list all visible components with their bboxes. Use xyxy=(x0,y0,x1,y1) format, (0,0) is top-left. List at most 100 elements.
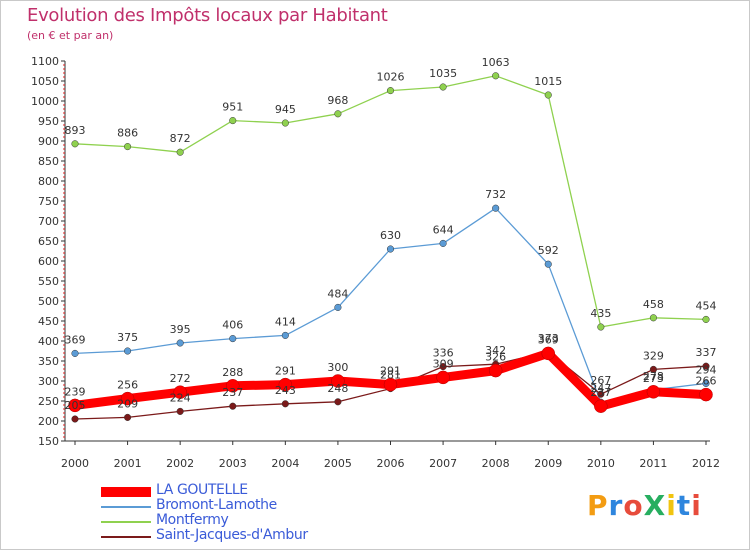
y-tick-label: 500 xyxy=(38,295,59,308)
data-label: 886 xyxy=(117,127,138,140)
data-label: 644 xyxy=(433,223,454,236)
legend-label: Bromont-Lamothe xyxy=(156,497,277,513)
data-label: 248 xyxy=(327,382,348,395)
data-point xyxy=(439,363,447,371)
chart-title: Evolution des Impôts locaux par Habitant xyxy=(27,5,388,26)
data-label: 1035 xyxy=(429,67,457,80)
data-label: 326 xyxy=(485,351,506,364)
y-tick-label: 250 xyxy=(38,395,59,408)
data-label: 224 xyxy=(170,391,191,404)
data-point xyxy=(229,402,237,410)
legend-label: Saint-Jacques-d'Ambur xyxy=(156,527,308,543)
y-tick-label: 200 xyxy=(38,415,59,428)
x-tick-label: 2004 xyxy=(271,457,299,470)
data-label: 273 xyxy=(643,372,664,385)
data-label: 454 xyxy=(696,299,717,312)
legend-swatch xyxy=(101,536,151,538)
y-tick-label: 950 xyxy=(38,115,59,128)
y-tick-label: 650 xyxy=(38,235,59,248)
data-point xyxy=(544,91,552,99)
data-label: 484 xyxy=(327,287,348,300)
data-label: 1015 xyxy=(534,75,562,88)
y-tick-label: 550 xyxy=(38,275,59,288)
y-tick-label: 750 xyxy=(38,195,59,208)
data-point xyxy=(594,399,608,413)
data-label: 945 xyxy=(275,103,296,116)
y-tick-label: 800 xyxy=(38,175,59,188)
legend-label: Montfermy xyxy=(156,512,229,528)
y-tick-label: 900 xyxy=(38,135,59,148)
data-point xyxy=(176,407,184,415)
data-label: 278 xyxy=(643,370,664,383)
data-label: 267 xyxy=(590,374,611,387)
data-point xyxy=(597,390,605,398)
data-point xyxy=(176,339,184,347)
series-line-2 xyxy=(74,75,707,328)
data-point xyxy=(544,260,552,268)
legend-swatch xyxy=(101,521,151,523)
y-tick-label: 300 xyxy=(38,375,59,388)
data-point xyxy=(702,362,710,370)
data-label: 291 xyxy=(275,365,296,378)
y-tick-label: 350 xyxy=(38,355,59,368)
legend-swatch xyxy=(101,506,151,508)
data-label: 237 xyxy=(590,386,611,399)
data-point xyxy=(334,110,342,118)
x-tick-label: 2009 xyxy=(534,457,562,470)
data-point xyxy=(176,148,184,156)
x-tick-label: 2006 xyxy=(377,457,405,470)
data-point xyxy=(229,335,237,343)
data-label: 369 xyxy=(65,333,86,346)
data-point xyxy=(646,385,661,399)
data-point xyxy=(124,413,132,421)
data-point xyxy=(71,415,79,423)
data-point xyxy=(386,245,395,253)
data-point xyxy=(334,398,342,406)
data-label: 336 xyxy=(433,347,454,360)
data-label: 872 xyxy=(170,132,191,145)
data-label: 369 xyxy=(538,333,559,346)
data-point xyxy=(68,398,82,413)
data-point xyxy=(699,387,713,402)
data-point xyxy=(649,314,657,322)
legend-swatch xyxy=(101,487,151,497)
x-tick-label: 2000 xyxy=(61,457,89,470)
data-point xyxy=(492,72,500,80)
data-point xyxy=(124,143,132,151)
x-tick-label: 2008 xyxy=(482,457,510,470)
data-label: 375 xyxy=(117,331,138,344)
y-tick-label: 400 xyxy=(38,335,59,348)
data-point xyxy=(439,83,447,91)
data-point xyxy=(386,87,395,95)
line-chart: 150 200 250 300 350 400 450 500 550 600 650 700 750 8… xyxy=(31,55,720,470)
data-label: 294 xyxy=(696,363,717,376)
data-point xyxy=(439,239,447,247)
y-tick-label: 1050 xyxy=(31,75,59,88)
data-label: 337 xyxy=(696,346,717,359)
data-label: 329 xyxy=(643,349,664,362)
data-point xyxy=(120,391,135,406)
x-tick-label: 2007 xyxy=(429,457,457,470)
y-tick-label: 450 xyxy=(38,315,59,328)
data-point xyxy=(71,140,79,148)
y-tick-label: 150 xyxy=(38,435,59,448)
data-label: 630 xyxy=(380,229,401,242)
data-point xyxy=(229,117,237,125)
y-tick-label: 850 xyxy=(38,155,59,168)
y-tick-label: 700 xyxy=(38,215,59,228)
data-point xyxy=(278,377,293,392)
data-label: 309 xyxy=(433,357,454,370)
y-tick-label: 1100 xyxy=(31,55,59,68)
data-label: 256 xyxy=(117,379,138,392)
data-point xyxy=(488,363,503,378)
data-label: 414 xyxy=(275,315,296,328)
data-point xyxy=(649,365,657,373)
data-point xyxy=(281,331,289,339)
data-point xyxy=(331,374,345,388)
data-label: 300 xyxy=(327,361,348,374)
x-tick-label: 2011 xyxy=(639,457,667,470)
data-label: 406 xyxy=(222,319,243,332)
data-label: 342 xyxy=(485,344,506,357)
data-point xyxy=(226,379,240,393)
